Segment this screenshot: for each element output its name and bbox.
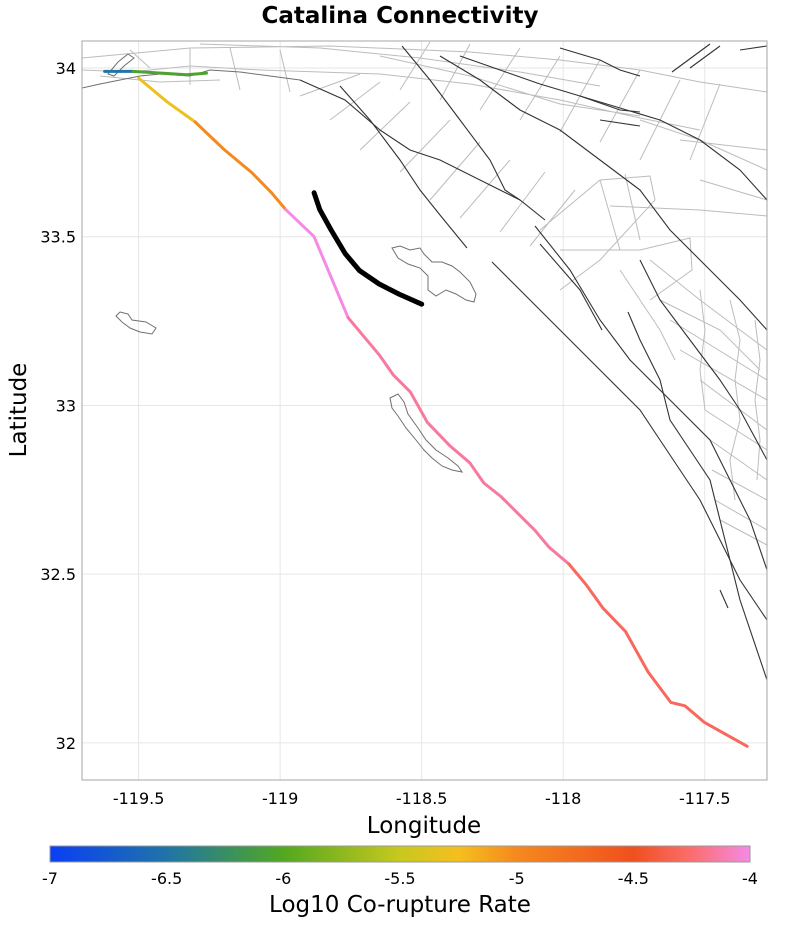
colorbar-ticks: -7 -6.5 -6 -5.5 -5 -4.5 -4 bbox=[42, 869, 758, 888]
fault-trace-c bbox=[401, 45, 521, 201]
fault-grid-north bbox=[82, 41, 767, 247]
colorbar-tick-label-1: -6.5 bbox=[151, 869, 182, 888]
rupture-segment-6 bbox=[567, 562, 749, 748]
colorbar-tick-label-0: -7 bbox=[42, 869, 58, 888]
x-axis-label: Longitude bbox=[367, 813, 481, 839]
colorbar-tick-label-6: -4 bbox=[742, 869, 758, 888]
colorbar-tick-label-2: -6 bbox=[275, 869, 291, 888]
rupture-segment-5 bbox=[346, 316, 571, 566]
x-tick-label-4: -117.5 bbox=[679, 789, 731, 808]
colorbar-label: Log10 Co-rupture Rate bbox=[269, 892, 531, 918]
x-tick-label-3: -118 bbox=[545, 789, 581, 808]
fault-trace-k bbox=[639, 259, 767, 461]
y-axis-label: Latitude bbox=[6, 363, 32, 458]
rupture-segment-3 bbox=[193, 120, 288, 212]
y-axis-ticks: 34 33.5 33 32.5 32 bbox=[40, 59, 76, 753]
x-tick-label-0: -119.5 bbox=[113, 789, 165, 808]
island-san-clemente bbox=[389, 393, 464, 473]
x-tick-label-1: -119 bbox=[262, 789, 298, 808]
island-santa-cruz bbox=[107, 53, 135, 77]
colorbar: -7 -6.5 -6 -5.5 -5 -4.5 -4 Log10 Co-rupture Ra… bbox=[42, 845, 758, 918]
colorbar-tick-label-3: -5.5 bbox=[384, 869, 415, 888]
fault-trace-f bbox=[491, 261, 767, 621]
island-santa-catalina bbox=[391, 245, 477, 303]
island-santa-barbara bbox=[115, 311, 157, 335]
source-fault-catalina bbox=[311, 190, 425, 307]
map-title: Catalina Connectivity bbox=[262, 3, 539, 29]
y-tick-label-3: 32.5 bbox=[40, 565, 76, 584]
colorbar-tick-label-4: -5 bbox=[509, 869, 525, 888]
fault-trace-i bbox=[719, 589, 729, 609]
fault-trace-h bbox=[627, 311, 767, 681]
fault-trace-g bbox=[534, 225, 767, 571]
fault-trace-j bbox=[539, 243, 603, 331]
y-tick-label-0: 34 bbox=[56, 59, 76, 78]
rupture-segment-1 bbox=[131, 69, 208, 77]
x-tick-label-2: -118.5 bbox=[396, 789, 448, 808]
fault-grid-east bbox=[539, 119, 767, 546]
rupture-segments bbox=[103, 69, 749, 748]
plot-frame bbox=[81, 40, 768, 781]
rupture-segment-4 bbox=[284, 208, 350, 320]
fault-trace-d bbox=[439, 55, 767, 331]
fault-trace-a bbox=[299, 79, 546, 221]
plot-background bbox=[82, 41, 767, 780]
rupture-segment-2 bbox=[137, 76, 197, 124]
colorbar-tick-label-5: -4.5 bbox=[618, 869, 649, 888]
major-fault-traces bbox=[299, 43, 767, 681]
fault-trace-m bbox=[671, 43, 767, 73]
plot-area bbox=[81, 40, 768, 781]
grid-lines bbox=[82, 41, 767, 780]
fault-trace-b bbox=[339, 85, 468, 249]
y-tick-label-4: 32 bbox=[56, 734, 76, 753]
fault-trace-l bbox=[559, 47, 641, 127]
y-tick-label-2: 33 bbox=[56, 396, 76, 415]
y-tick-label-1: 33.5 bbox=[40, 228, 76, 247]
x-axis-ticks: -119.5 -119 -118.5 -118 -117.5 bbox=[113, 789, 731, 808]
colorbar-strip bbox=[49, 845, 751, 863]
fault-trace-e bbox=[459, 55, 767, 201]
